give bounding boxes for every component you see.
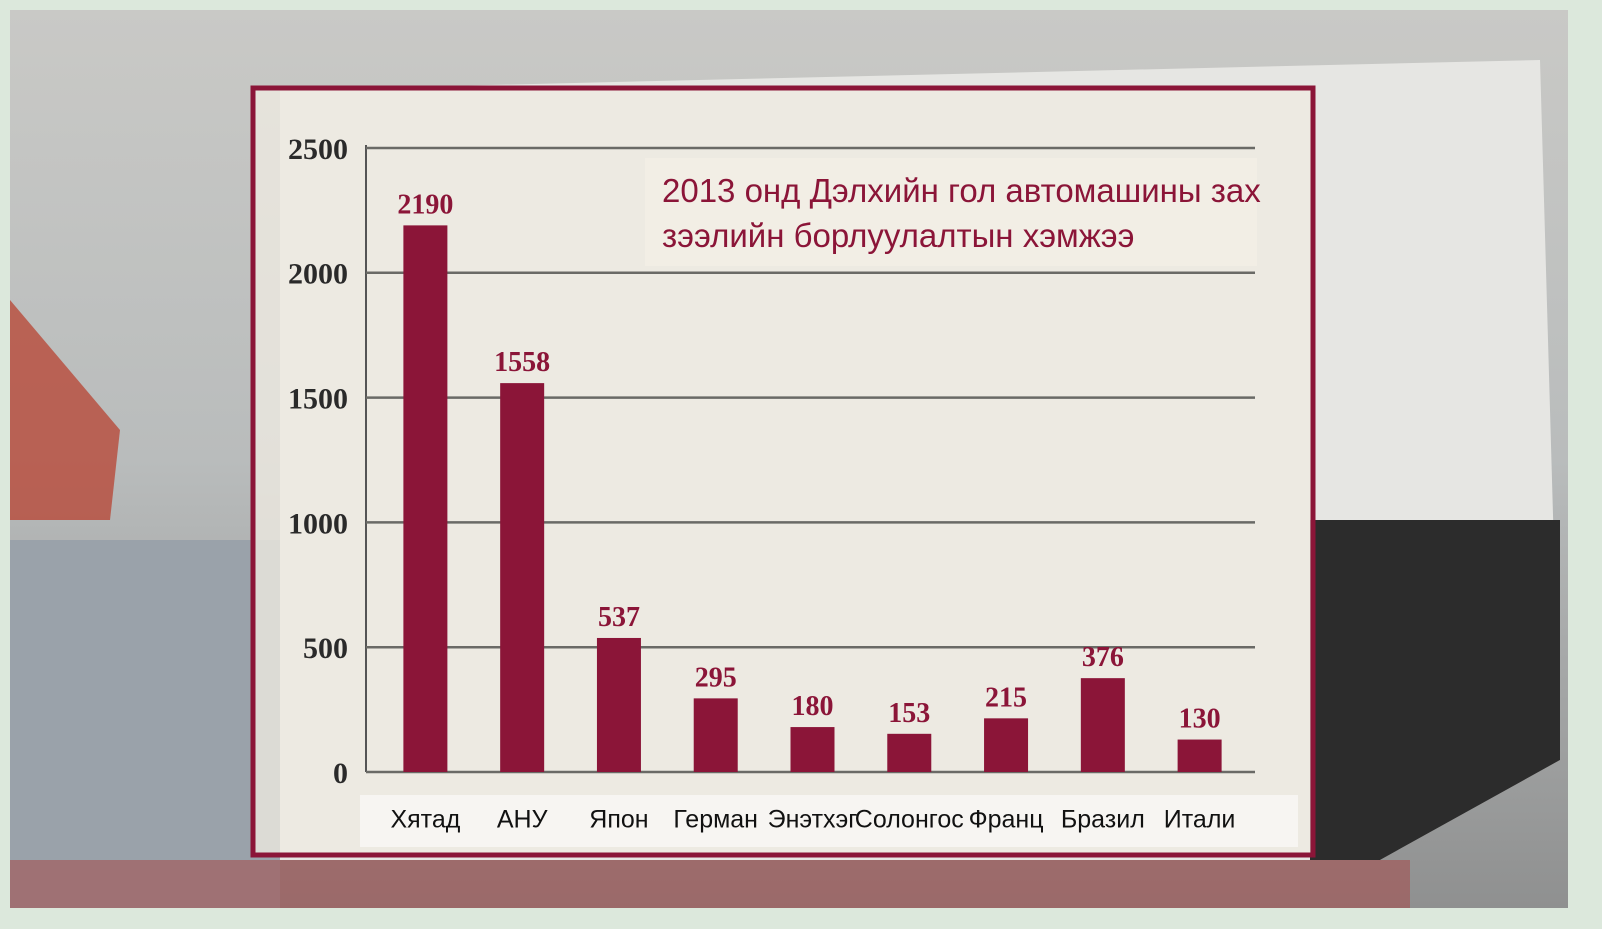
chart-title: 2013 онд Дэлхийн гол автомашины зах зээл… [662,172,1261,254]
value-label: 130 [1179,704,1221,735]
y-tick-label: 1500 [288,382,348,415]
x-tick-label: Бразил [1061,806,1145,834]
value-label: 1558 [494,347,550,378]
x-tick-label: Итали [1164,806,1236,834]
bar [1080,678,1125,772]
bar [790,727,835,772]
value-label: 295 [695,662,737,693]
y-tick-label: 2000 [288,258,348,291]
bar [403,225,448,773]
value-label: 215 [985,682,1027,713]
bar [984,718,1029,772]
bar [693,698,738,772]
value-label: 376 [1082,642,1124,673]
x-tick-label: Энэтхэг [768,806,858,834]
y-tick-label: 2500 [288,133,348,166]
bar [1177,739,1222,772]
y-tick-label: 0 [333,757,348,790]
bar [887,733,932,772]
x-tick-label: АНУ [497,806,548,834]
x-tick-label: Хятад [390,806,460,834]
x-tick-label: Япон [589,806,648,834]
title-box [645,158,1257,266]
y-tick-label: 1000 [288,507,348,540]
category-band [360,795,1298,847]
x-tick-label: Герман [673,806,758,834]
bar [596,637,641,772]
value-label: 153 [888,698,930,729]
x-tick-label: Франц [969,806,1044,834]
value-label: 537 [598,602,640,633]
bar [500,383,545,772]
value-label: 180 [792,691,834,722]
value-label: 2190 [397,189,453,220]
y-tick-label: 500 [303,632,348,665]
x-tick-label: Солонгос [855,806,964,834]
